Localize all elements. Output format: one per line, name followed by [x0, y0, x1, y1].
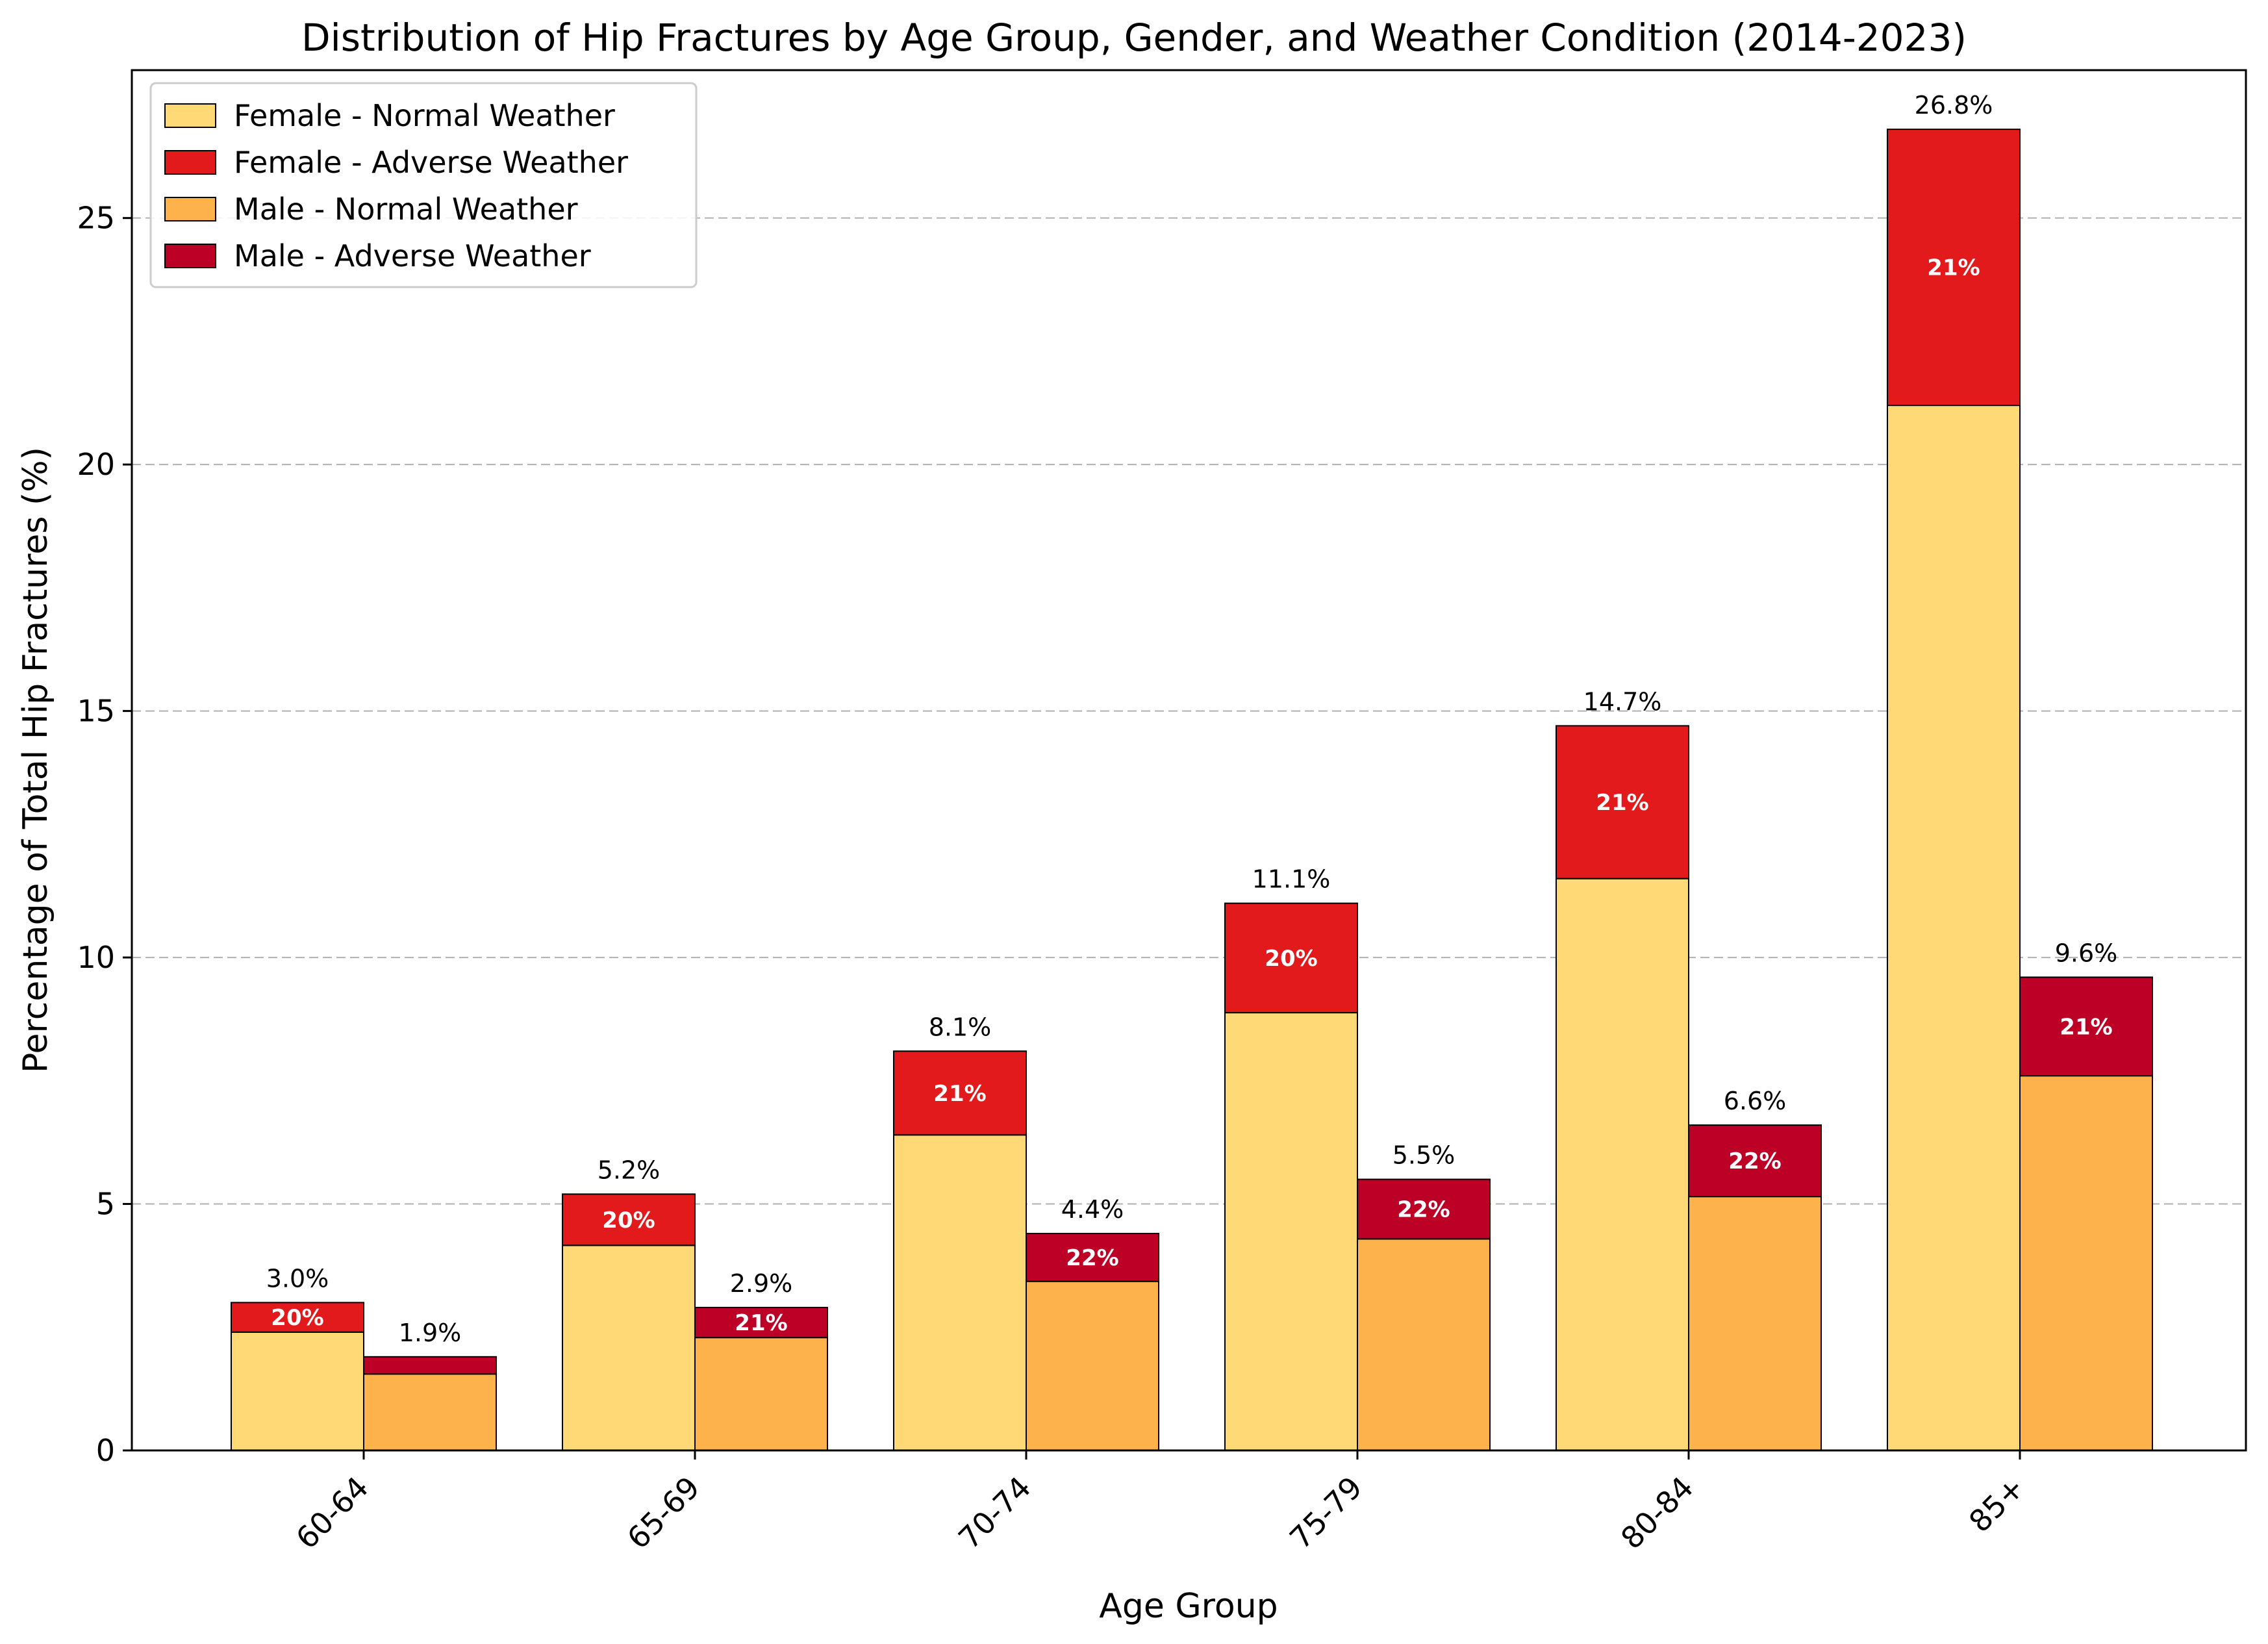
total-label: 5.5% [1392, 1141, 1455, 1170]
legend-swatch [164, 150, 216, 175]
total-label: 4.4% [1061, 1195, 1124, 1224]
adverse-share-label: 22% [1728, 1148, 1781, 1174]
legend-entry-label: Female - Normal Weather [234, 98, 615, 133]
legend-swatch [164, 244, 216, 268]
x-tick-label: 60-64 [289, 1470, 375, 1556]
total-label: 9.6% [2055, 939, 2118, 967]
bar-male-normal-1 [694, 1337, 828, 1451]
legend: Female - Normal Weather Female - Adverse … [149, 82, 698, 288]
adverse-share-label: 20% [1265, 946, 1317, 972]
bar-female-adverse-1 [562, 1193, 696, 1246]
bar-female-adverse-0 [231, 1302, 364, 1333]
bar-female-adverse-4 [1556, 725, 1689, 879]
adverse-share-label: 21% [1596, 790, 1648, 816]
legend-frame [149, 82, 698, 288]
total-label: 3.0% [266, 1264, 329, 1293]
adverse-share-label: 22% [1397, 1197, 1450, 1223]
bar-male-normal-0 [363, 1373, 497, 1451]
bar-male-adverse-5 [2019, 976, 2153, 1077]
bar-male-normal-2 [1026, 1280, 1159, 1451]
y-axis: 0 5 10 15 20 25 [77, 201, 132, 1468]
adverse-share-label: 22% [1066, 1245, 1118, 1271]
y-tick-label: 20 [77, 447, 115, 482]
x-axis-label: Age Group [1099, 1587, 1278, 1626]
y-tick-label: 0 [96, 1433, 115, 1468]
bar-labels: 20% 3.0% 1.9% 20% 5.2% 21% 2.9% 21% 8.1% 22% 4.4% 2… [266, 91, 2118, 1347]
total-label: 1.9% [399, 1319, 462, 1347]
bar-male-normal-5 [2019, 1075, 2153, 1451]
total-label: 5.2% [598, 1156, 661, 1184]
bar-male-adverse-4 [1688, 1124, 1822, 1198]
plot-frame [131, 69, 2247, 1452]
bar-female-adverse-3 [1224, 902, 1358, 1014]
adverse-share-label: 21% [735, 1310, 787, 1336]
bar-female-normal-1 [562, 1245, 696, 1452]
y-tick-label: 5 [96, 1187, 115, 1222]
chart-title: Distribution of Hip Fractures by Age Gro… [301, 16, 1967, 60]
bars [231, 129, 2153, 1452]
x-tick-label: 65-69 [620, 1470, 707, 1556]
y-axis-label: Percentage of Total Hip Fractures (%) [16, 447, 55, 1073]
x-tick-label: 70-74 [951, 1470, 1038, 1556]
legend-entry-label: Male - Adverse Weather [234, 238, 591, 273]
adverse-share-label: 20% [271, 1305, 323, 1331]
bar-female-normal-2 [893, 1134, 1027, 1452]
legend-swatch [164, 197, 216, 221]
bar-male-adverse-1 [694, 1306, 828, 1339]
x-tick-label: 85+ [1962, 1470, 2032, 1539]
bar-female-normal-3 [1224, 1012, 1358, 1451]
bar-male-normal-4 [1688, 1196, 1822, 1451]
bar-female-adverse-2 [893, 1050, 1027, 1136]
total-label: 6.6% [1724, 1087, 1787, 1115]
bar-female-normal-0 [231, 1331, 364, 1452]
bar-female-normal-5 [1887, 405, 2021, 1451]
bar-male-adverse-0 [363, 1356, 497, 1375]
x-axis: 60-64 65-69 70-74 75-79 80-84 85+ [289, 1450, 2032, 1556]
total-label: 26.8% [1915, 91, 1993, 120]
x-tick-label: 80-84 [1614, 1470, 1700, 1556]
total-label: 2.9% [730, 1269, 793, 1298]
bar-male-normal-3 [1357, 1238, 1491, 1452]
y-tick-label: 25 [77, 201, 115, 236]
legend-entry-label: Male - Normal Weather [234, 192, 578, 227]
legend-entry-label: Female - Adverse Weather [234, 145, 628, 180]
total-label: 8.1% [929, 1013, 992, 1041]
adverse-share-label: 21% [933, 1081, 986, 1107]
legend-swatch [164, 103, 216, 128]
x-tick-label: 75-79 [1283, 1470, 1369, 1556]
y-tick-label: 15 [77, 694, 115, 729]
bar-female-adverse-5 [1887, 129, 2021, 407]
adverse-share-label: 21% [2060, 1014, 2112, 1040]
total-label: 11.1% [1252, 865, 1331, 894]
adverse-share-label: 21% [1927, 255, 1980, 281]
total-label: 14.7% [1583, 687, 1662, 716]
adverse-share-label: 20% [602, 1208, 655, 1233]
bar-male-adverse-3 [1357, 1178, 1491, 1240]
bar-female-normal-4 [1556, 878, 1689, 1451]
y-tick-label: 10 [77, 940, 115, 975]
bar-male-adverse-2 [1026, 1233, 1159, 1282]
